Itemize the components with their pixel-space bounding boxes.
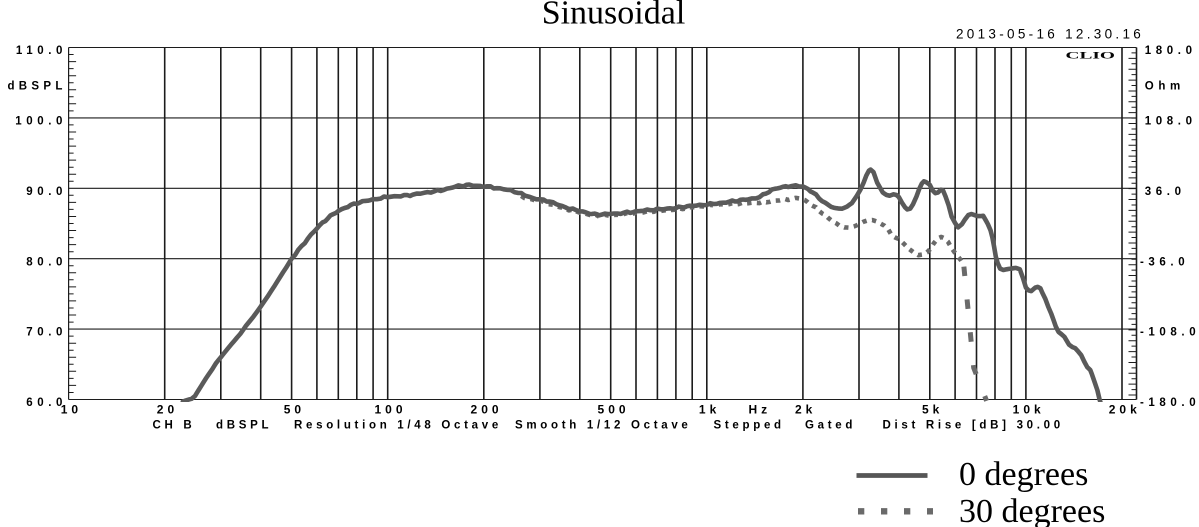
svg-text:Resolution 1/48 Octave: Resolution 1/48 Octave (294, 419, 502, 431)
svg-text:50: 50 (284, 403, 305, 417)
svg-text:CH B: CH B (153, 419, 196, 431)
svg-text:10k: 10k (1013, 403, 1045, 417)
svg-text:20: 20 (157, 403, 178, 417)
svg-text:200: 200 (471, 403, 503, 417)
svg-text:500: 500 (598, 403, 630, 417)
svg-text:dBSPL: dBSPL (7, 81, 66, 93)
svg-text:30 degrees: 30 degrees (959, 493, 1105, 527)
svg-text:180.0: 180.0 (1145, 45, 1197, 57)
svg-text:36.0: 36.0 (1145, 186, 1186, 198)
svg-text:2k: 2k (795, 403, 816, 417)
svg-text:Sinusoidal: Sinusoidal (542, 0, 686, 32)
svg-text:Ohm: Ohm (1145, 81, 1185, 93)
svg-text:dBSPL: dBSPL (216, 419, 272, 431)
svg-text:110.0: 110.0 (16, 45, 67, 57)
svg-text:70.0: 70.0 (26, 327, 67, 339)
svg-text:90.0: 90.0 (26, 186, 67, 198)
svg-text:0 degrees: 0 degrees (959, 456, 1088, 493)
svg-text:-36.0: -36.0 (1140, 256, 1189, 268)
svg-text:Smooth 1/12 Octave: Smooth 1/12 Octave (515, 419, 692, 431)
svg-text:60.0: 60.0 (26, 397, 67, 409)
svg-text:Gated: Gated (805, 419, 856, 431)
svg-text:CLIO: CLIO (1066, 52, 1116, 62)
svg-text:-180.0: -180.0 (1140, 397, 1199, 409)
svg-text:100: 100 (374, 403, 406, 417)
svg-text:Hz: Hz (748, 403, 771, 417)
svg-text:1k: 1k (699, 403, 720, 417)
svg-text:5k: 5k (922, 403, 943, 417)
svg-text:108.0: 108.0 (1145, 116, 1197, 128)
svg-text:-108.0: -108.0 (1140, 327, 1199, 339)
svg-text:10: 10 (61, 403, 82, 417)
svg-text:100.0: 100.0 (15, 116, 67, 128)
svg-text:80.0: 80.0 (26, 256, 67, 268)
svg-text:20k: 20k (1109, 403, 1141, 417)
svg-text:Dist Rise [dB] 30.00: Dist Rise [dB] 30.00 (883, 419, 1064, 431)
svg-text:Stepped: Stepped (714, 419, 785, 431)
svg-text:2013-05-16 12.30.16: 2013-05-16 12.30.16 (956, 26, 1144, 41)
